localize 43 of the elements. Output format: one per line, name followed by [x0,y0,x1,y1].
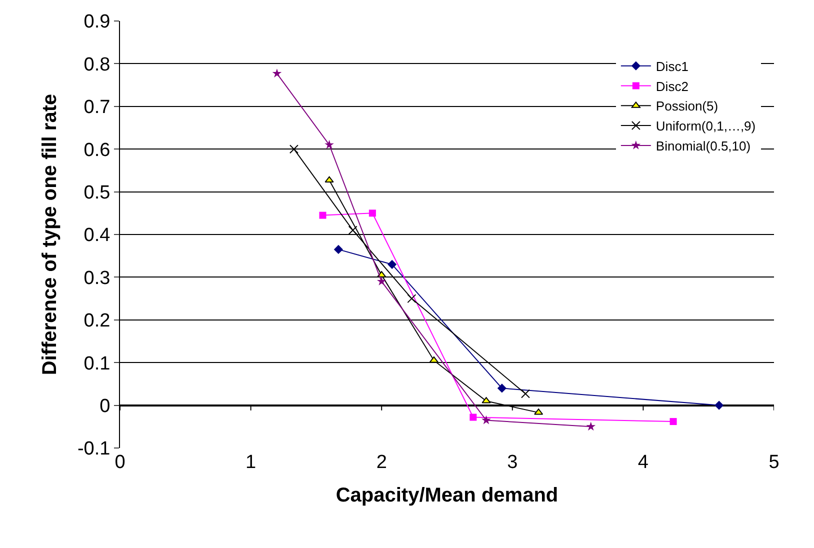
y-tick-label: 0 [100,396,110,417]
legend-label: Disc1 [656,58,688,74]
point [334,244,343,254]
point [714,400,724,410]
y-tick-label: 0.4 [84,225,111,246]
x-tick-label: 0 [114,452,126,473]
point [429,356,438,363]
y-tick-label: 0.9 [84,12,110,33]
legend-label: Disc2 [656,78,688,94]
point [470,414,477,421]
y-tick-label: 0.2 [84,310,110,332]
x-axis-title: Capacity/Mean demand [336,484,558,506]
point [289,144,298,154]
y-tick-label: -0.1 [77,438,110,460]
point [319,212,326,219]
x-tick-label: 5 [768,452,780,473]
point [586,422,596,431]
legend-label: Possion(5) [656,98,718,114]
point [388,260,397,269]
y-tick-label: 0.6 [84,140,110,161]
point [407,294,416,304]
point [520,389,530,398]
x-tick-label: 1 [246,452,256,473]
point [348,226,358,235]
y-tick-label: 0.1 [84,353,110,374]
x-tick-label: 4 [638,452,649,473]
point [670,418,677,426]
x-tick-label: 3 [507,452,518,473]
point [482,415,491,424]
y-tick-label: 0.3 [84,268,110,289]
y-axis-title: Difference of type one fill rate [38,94,61,376]
x-tick-label: 2 [376,452,387,473]
y-tick-label: 0.5 [84,182,110,204]
point [376,276,386,286]
point [272,68,282,78]
y-tick-label: 0.7 [84,97,110,118]
legend-label: Binomial(0.5,10) [656,138,751,154]
y-tick-label: 0.8 [84,54,110,76]
point [324,140,334,149]
legend-label: Uniform(0,1,…,9) [656,118,756,134]
point [497,384,506,393]
point [324,176,334,183]
point [368,210,376,217]
